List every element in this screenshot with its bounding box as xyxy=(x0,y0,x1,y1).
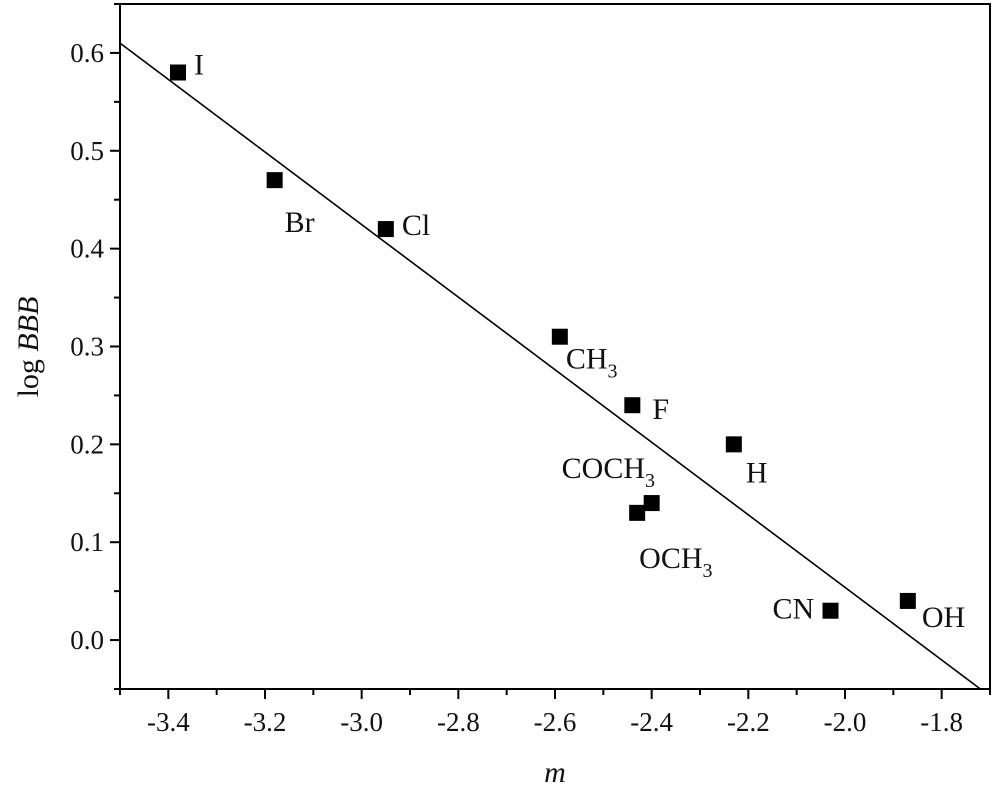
x-tick-label: -1.8 xyxy=(920,707,963,737)
x-tick-label: -3.2 xyxy=(244,707,287,737)
y-tick-label: 0.0 xyxy=(70,625,104,655)
x-tick-label: -2.2 xyxy=(727,707,770,737)
point-label: OH xyxy=(922,601,965,634)
point-label: Br xyxy=(285,206,315,239)
data-point xyxy=(629,504,646,521)
point-label: COCH3 xyxy=(562,452,655,492)
y-tick-label: 0.4 xyxy=(70,234,104,264)
y-tick-label: 0.5 xyxy=(70,136,104,166)
x-tick-label: -3.0 xyxy=(340,707,383,737)
point-labels: I Br Cl CH3 F COCH3 OCH3 H CN OH xyxy=(194,49,965,634)
y-tick-label: 0.3 xyxy=(70,332,104,362)
point-label: H xyxy=(746,456,768,489)
data-point xyxy=(822,602,839,619)
data-point xyxy=(170,64,186,81)
data-markers xyxy=(170,64,916,619)
regression-line xyxy=(119,42,981,690)
data-point xyxy=(643,495,660,512)
point-label: CH3 xyxy=(566,343,618,383)
x-tick-label: -2.0 xyxy=(824,707,867,737)
data-point xyxy=(551,328,568,345)
y-axis-title-prefix: log xyxy=(12,352,45,398)
point-label: F xyxy=(652,393,669,426)
y-axis-title-italic: BBB xyxy=(12,297,45,352)
x-tick-label: -2.4 xyxy=(630,707,673,737)
y-tick-label: 0.1 xyxy=(70,527,104,557)
data-point xyxy=(725,436,742,453)
x-axis-title: m xyxy=(544,756,566,789)
data-point xyxy=(624,397,641,414)
data-point xyxy=(377,221,394,238)
y-tick-label: 0.6 xyxy=(70,38,104,68)
y-axis-title: log BBB xyxy=(12,297,45,398)
tick-labels: -3.4 -3.2 -3.0 -2.8 -2.6 -2.4 -2.2 -2.0 -1.8 0.0 0… xyxy=(70,38,963,737)
y-tick-label: 0.2 xyxy=(70,429,104,459)
data-point xyxy=(899,592,916,609)
data-point xyxy=(266,172,283,189)
point-label: CN xyxy=(773,593,815,626)
axis-ticks xyxy=(110,3,991,699)
point-label: Cl xyxy=(402,209,430,242)
x-tick-label: -2.6 xyxy=(534,707,577,737)
point-label: OCH3 xyxy=(639,542,712,582)
point-label: I xyxy=(194,49,204,82)
x-tick-label: -3.4 xyxy=(147,707,190,737)
x-tick-label: -2.8 xyxy=(437,707,480,737)
plot-frame xyxy=(119,3,991,690)
